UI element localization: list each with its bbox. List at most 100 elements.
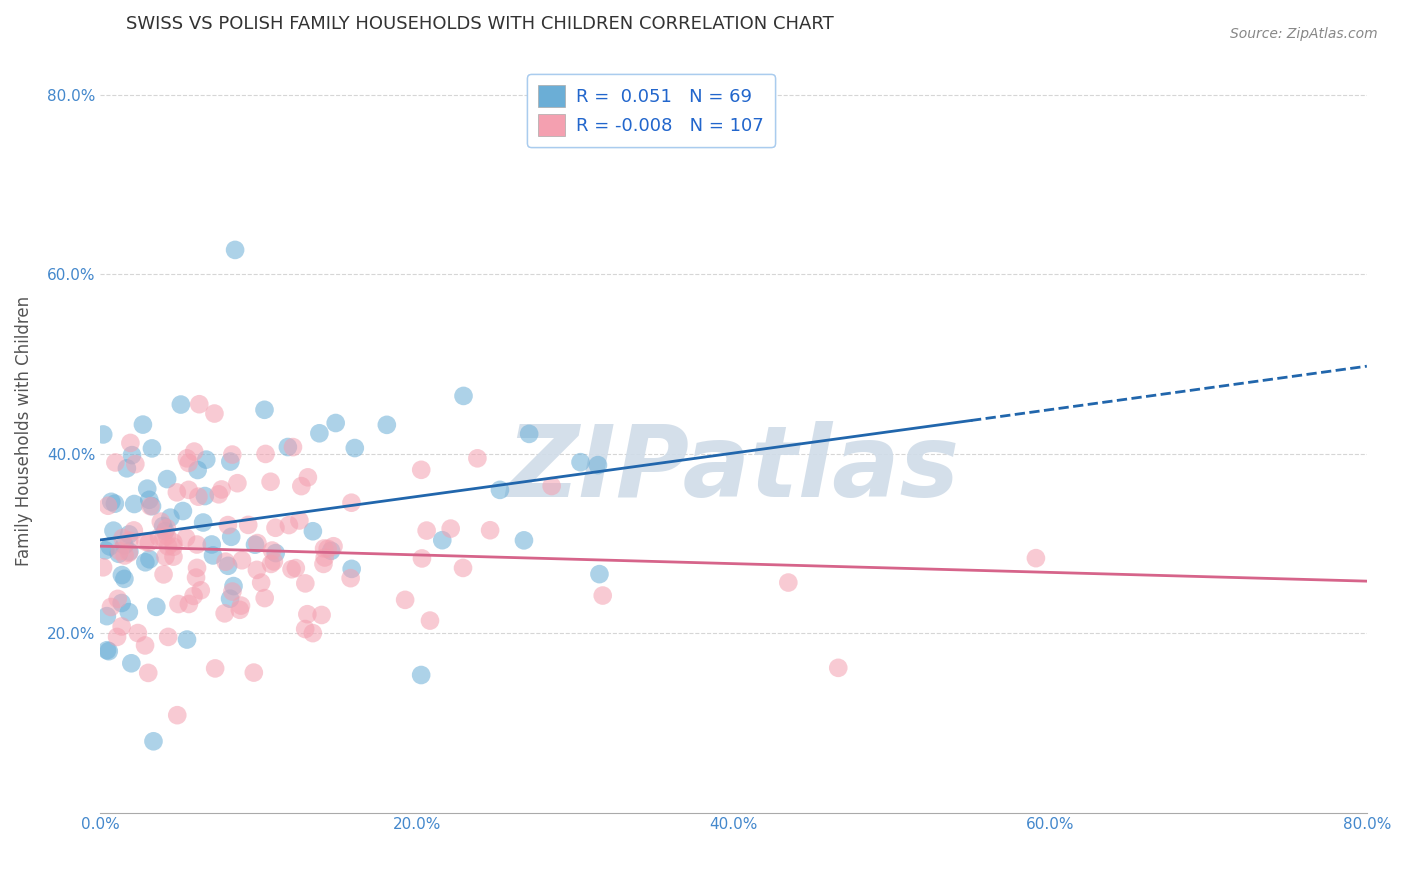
Poles [592, 589, 614, 603]
Swiss [219, 530, 242, 544]
Poles [139, 499, 162, 513]
Poles [301, 626, 323, 640]
Swiss [103, 524, 125, 538]
Swiss [120, 657, 142, 671]
Poles [778, 575, 800, 590]
Swiss [217, 558, 239, 573]
Poles [281, 440, 304, 454]
Swiss [159, 510, 181, 524]
Poles [221, 448, 243, 462]
Swiss [122, 497, 145, 511]
Swiss [170, 398, 193, 412]
Poles [277, 518, 299, 533]
Poles [136, 665, 159, 680]
Poles [107, 591, 129, 606]
Swiss [513, 533, 536, 548]
Swiss [94, 543, 117, 558]
Poles [339, 571, 361, 585]
Swiss [222, 579, 245, 593]
Poles [214, 607, 236, 621]
Swiss [142, 734, 165, 748]
Poles [250, 575, 273, 590]
Poles [411, 463, 433, 477]
Poles [166, 708, 188, 723]
Swiss [302, 524, 325, 539]
Poles [229, 603, 252, 617]
Poles [411, 551, 433, 566]
Poles [166, 485, 188, 500]
Poles [108, 544, 131, 558]
Poles [162, 535, 184, 549]
Poles [827, 661, 849, 675]
Swiss [145, 599, 167, 614]
Swiss [321, 544, 343, 558]
Poles [124, 457, 146, 471]
Text: SWISS VS POLISH FAMILY HOUSEHOLDS WITH CHILDREN CORRELATION CHART: SWISS VS POLISH FAMILY HOUSEHOLDS WITH C… [125, 15, 834, 33]
Swiss [132, 417, 155, 432]
Poles [311, 607, 333, 622]
Swiss [111, 596, 134, 610]
Poles [211, 483, 233, 497]
Poles [149, 515, 172, 529]
Y-axis label: Family Households with Children: Family Households with Children [15, 296, 32, 566]
Swiss [118, 527, 141, 541]
Poles [259, 475, 281, 489]
Swiss [138, 552, 160, 566]
Poles [262, 543, 284, 558]
Poles [479, 523, 502, 537]
Swiss [224, 243, 246, 257]
Poles [152, 531, 174, 545]
Poles [297, 607, 319, 622]
Poles [111, 531, 134, 545]
Poles [263, 554, 285, 568]
Poles [312, 557, 335, 571]
Poles [467, 451, 489, 466]
Poles [231, 553, 253, 567]
Poles [187, 490, 209, 504]
Poles [118, 546, 141, 560]
Poles [162, 549, 184, 564]
Swiss [100, 495, 122, 509]
Poles [156, 529, 179, 543]
Swiss [219, 591, 242, 606]
Poles [246, 563, 269, 577]
Swiss [253, 402, 276, 417]
Swiss [277, 440, 299, 454]
Poles [114, 549, 136, 563]
Swiss [134, 555, 156, 569]
Swiss [155, 524, 177, 538]
Poles [156, 539, 179, 553]
Poles [229, 599, 252, 613]
Swiss [156, 472, 179, 486]
Swiss [98, 540, 121, 554]
Poles [148, 530, 170, 544]
Swiss [586, 458, 609, 472]
Poles [134, 639, 156, 653]
Poles [127, 626, 149, 640]
Poles [177, 483, 200, 497]
Swiss [121, 448, 143, 462]
Poles [284, 561, 307, 575]
Poles [290, 479, 312, 493]
Poles [297, 470, 319, 484]
Poles [294, 622, 316, 636]
Poles [111, 619, 134, 633]
Poles [246, 536, 269, 550]
Poles [243, 665, 266, 680]
Poles [177, 597, 200, 611]
Poles [217, 518, 239, 533]
Poles [122, 524, 145, 538]
Swiss [201, 537, 224, 551]
Swiss [141, 499, 163, 513]
Poles [415, 524, 437, 538]
Poles [188, 397, 211, 411]
Poles [186, 561, 208, 575]
Poles [208, 487, 231, 501]
Swiss [96, 609, 118, 624]
Swiss [219, 454, 242, 468]
Poles [167, 597, 190, 611]
Poles [288, 513, 311, 527]
Poles [312, 541, 335, 556]
Swiss [453, 389, 475, 403]
Poles [260, 557, 283, 571]
